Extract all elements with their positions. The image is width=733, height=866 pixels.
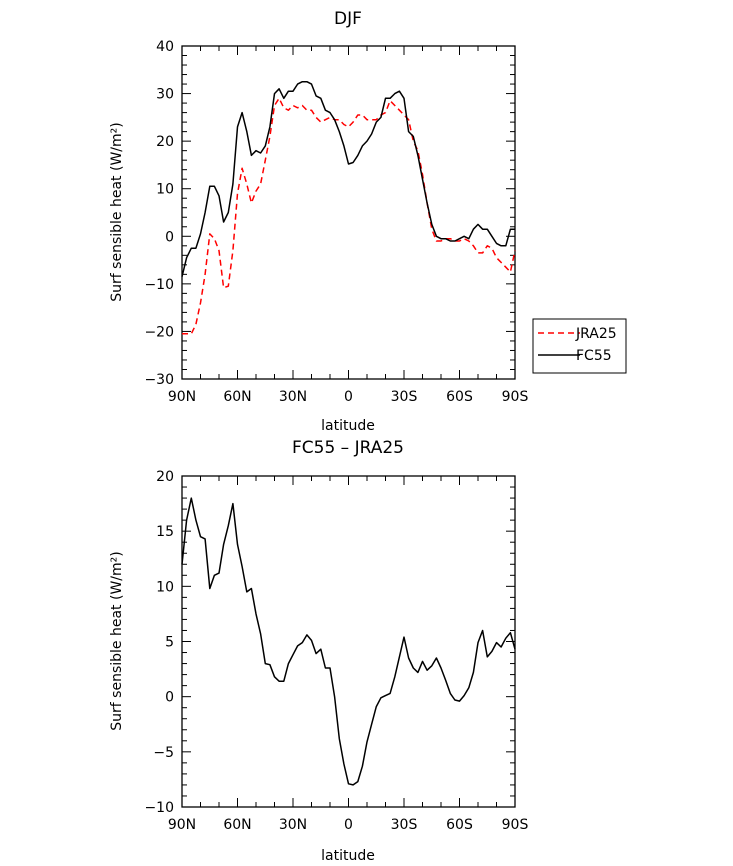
x-tick-label: 60S [446,817,473,833]
x-tick-label: 90S [502,389,529,405]
legend-label-fc55: FC55 [576,348,612,364]
x-tick-label: 30S [391,817,418,833]
y-tick-label: 10 [156,182,174,198]
x-tick-label: 90S [502,817,529,833]
y-tick-label: 30 [156,87,174,103]
y-tick-label: −5 [153,745,174,761]
x-tick-label: 90N [168,817,196,833]
axis-ticks [181,45,516,380]
x-tick-label: 30S [391,389,418,405]
series-line-difference [181,497,516,786]
y-axis-label: Surf sensible heat (W/m²) [109,122,125,301]
axis-ticks [181,475,516,808]
series-line-fc55 [181,80,515,277]
legend: JRA25 FC55 [532,318,627,374]
x-tick-label: 30N [279,817,307,833]
legend-box [532,318,627,374]
y-tick-label: 15 [156,524,174,540]
chart-title: FC55 – JRA25 [292,438,404,458]
chart-panel-djf: DJF 90N 60N 30N 0 30S 60S 90S −30 −20 −10 0 10 20 30 4… [109,9,627,434]
y-tick-label: 0 [165,229,174,245]
x-tick-label: 60S [446,389,473,405]
x-axis-label: latitude [321,848,375,864]
y-tick-label: 10 [156,579,174,595]
x-axis-label: latitude [321,418,375,434]
axis-tick-labels: 90N 60N 30N 0 30S 60S 90S −10 −5 0 5 10 15 20 [144,469,528,833]
series-lines [181,80,516,335]
x-tick-label: 0 [344,389,353,405]
y-axis-label: Surf sensible heat (W/m²) [109,551,125,730]
y-tick-label: 20 [156,469,174,485]
plot-frame [181,45,516,380]
plot-frame [181,475,516,808]
y-tick-label: −30 [144,372,174,388]
chart-panel-difference: FC55 – JRA25 90N 60N 30N 0 30S 60S 90S −10 −5 0 5 1… [109,438,528,864]
legend-label-jra25: JRA25 [575,326,617,342]
x-tick-label: 30N [279,389,307,405]
x-tick-label: 60N [223,389,251,405]
y-tick-label: 20 [156,134,174,150]
series-line-jra25 [182,97,516,335]
y-tick-label: −10 [144,277,174,293]
y-tick-label: 40 [156,39,174,55]
x-tick-label: 60N [223,817,251,833]
y-tick-label: 0 [165,690,174,706]
y-tick-label: −20 [144,324,174,340]
x-tick-label: 0 [344,817,353,833]
axis-tick-labels: 90N 60N 30N 0 30S 60S 90S −30 −20 −10 0 10 20 30 40 [144,39,528,405]
y-tick-label: 5 [165,635,174,651]
chart-title: DJF [334,9,362,29]
series-lines [181,497,516,786]
x-tick-label: 90N [168,389,196,405]
y-tick-label: −10 [144,800,174,816]
